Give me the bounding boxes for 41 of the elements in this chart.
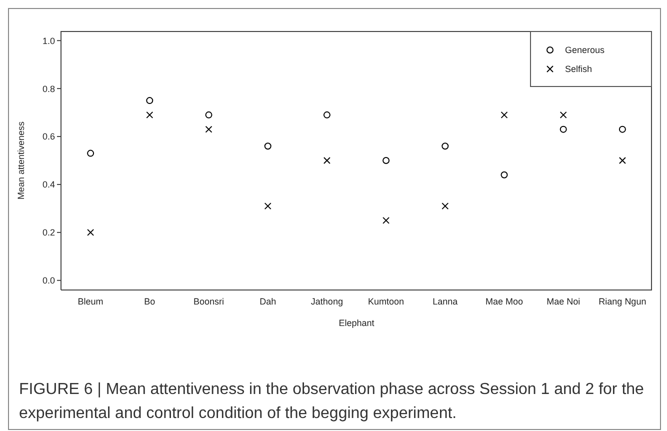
point bbox=[500, 171, 508, 178]
point bbox=[323, 157, 330, 164]
x-tick-label: Mae Moo bbox=[485, 296, 524, 306]
x-axis-title: Elephant bbox=[338, 318, 375, 328]
y-tick-label: 0.4 bbox=[42, 180, 55, 190]
point bbox=[618, 157, 626, 164]
point bbox=[560, 126, 567, 133]
caption: FIGURE 6 | Mean attentiveness in the observation phase across Session 1 and 2 for the experimental and control condition of the begging experiment. bbox=[19, 380, 645, 424]
y-tick-label: 1.0 bbox=[42, 36, 55, 46]
point bbox=[146, 97, 154, 104]
x-tick-label: Jathong bbox=[310, 296, 343, 306]
point bbox=[442, 142, 449, 150]
x-tick-label: Lanna bbox=[432, 296, 458, 306]
point bbox=[382, 216, 390, 224]
x-tick-label: Dah bbox=[260, 296, 276, 306]
point bbox=[442, 202, 449, 210]
point bbox=[264, 202, 272, 210]
point bbox=[87, 228, 94, 236]
y-tick-label: 0.0 bbox=[42, 276, 55, 286]
point bbox=[500, 111, 508, 118]
point bbox=[264, 142, 272, 150]
point bbox=[146, 111, 154, 118]
y-tick-label: 0.2 bbox=[42, 228, 55, 238]
y-tick-label: 0.8 bbox=[42, 84, 55, 94]
point bbox=[205, 111, 212, 118]
point bbox=[382, 157, 390, 164]
point bbox=[205, 126, 212, 133]
legend-label: Selfish bbox=[565, 64, 592, 74]
y-axis-title: Mean attentiveness bbox=[16, 120, 26, 200]
legend-label: Generous bbox=[565, 44, 605, 54]
y-tick-label: 0.6 bbox=[42, 132, 55, 142]
point bbox=[560, 111, 567, 118]
x-tick-label: Mae Noi bbox=[546, 296, 580, 306]
x-tick-label: Bo bbox=[144, 296, 156, 306]
point bbox=[323, 111, 330, 118]
x-tick-label: Bleum bbox=[78, 296, 104, 306]
x-tick-label: Boonsri bbox=[193, 296, 224, 306]
point bbox=[618, 126, 626, 133]
x-tick-label: Riang Ngun bbox=[598, 296, 646, 306]
point bbox=[87, 150, 94, 157]
x-tick-label: Kumtoon bbox=[368, 296, 404, 306]
